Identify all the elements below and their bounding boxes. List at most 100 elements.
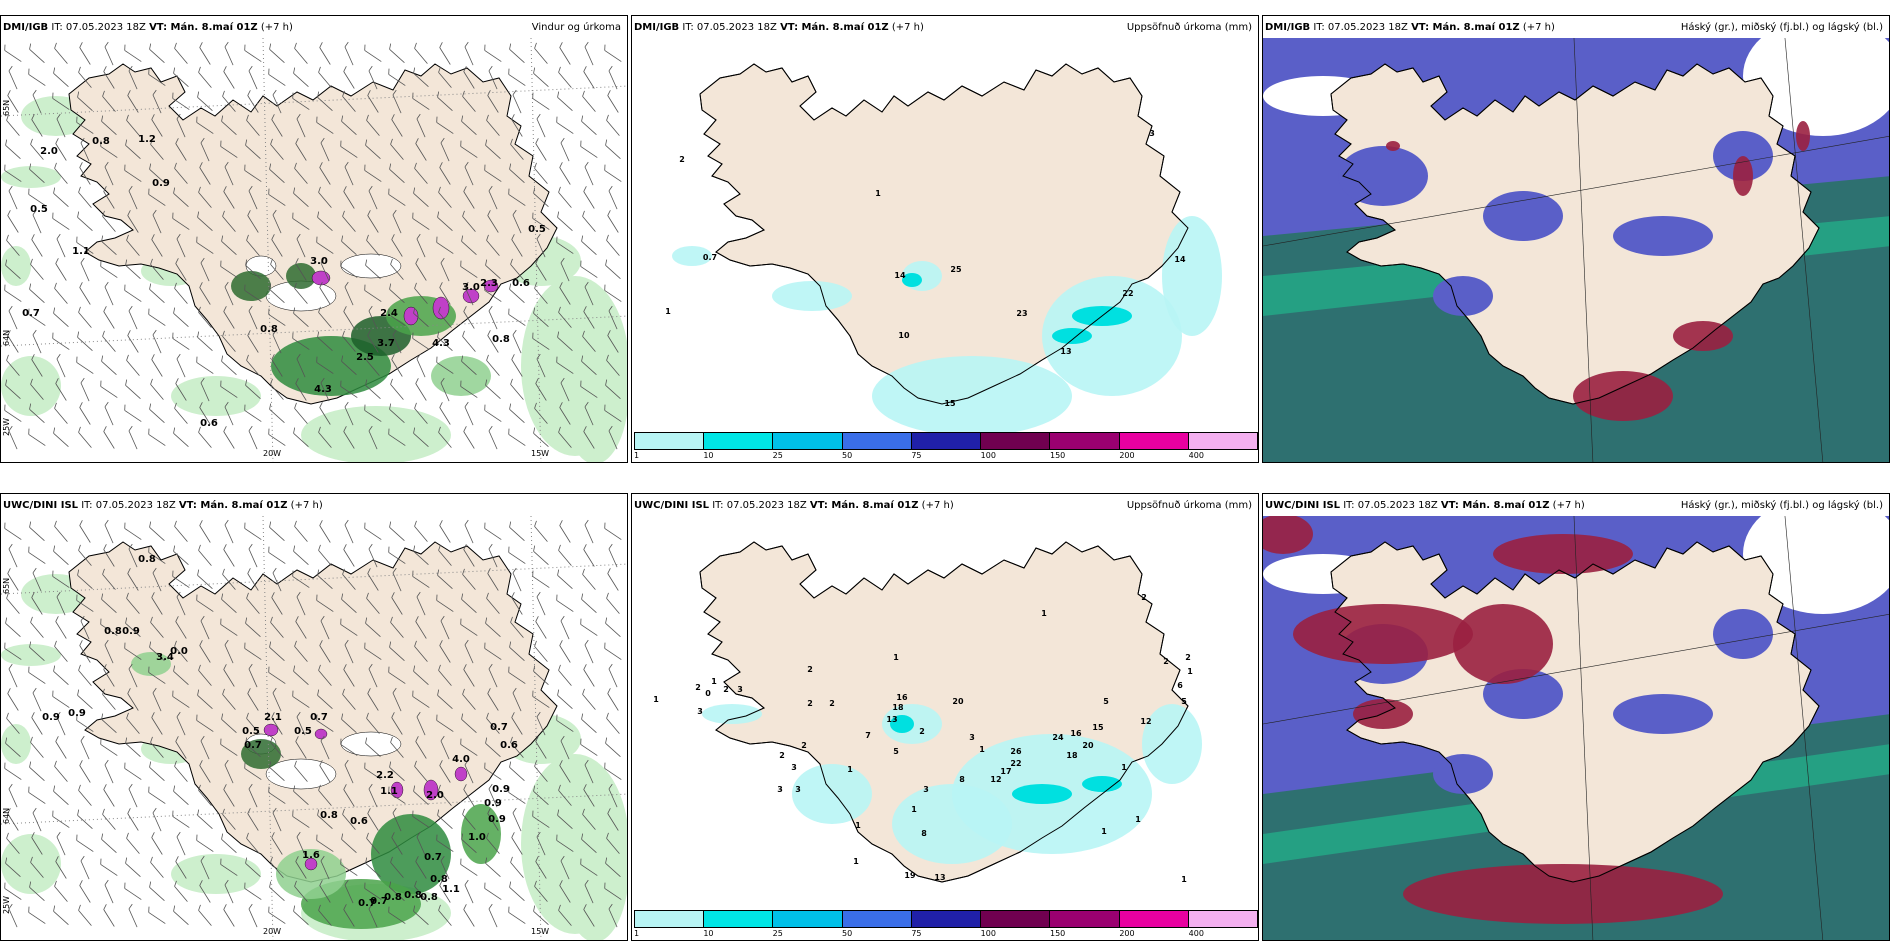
value-label: 0.9 bbox=[152, 178, 170, 189]
value-label: 3 bbox=[969, 733, 975, 742]
model-name: UWC/DINI ISL bbox=[1265, 500, 1341, 511]
value-label: 2.1 bbox=[264, 712, 282, 723]
axis-label: 64N bbox=[2, 330, 11, 346]
value-label: 3 bbox=[697, 707, 703, 716]
value-label: 2 bbox=[807, 699, 813, 708]
valid-time: VT: Mán. 8.maí 01Z bbox=[149, 22, 258, 33]
value-label: 17 bbox=[1000, 767, 1011, 776]
value-label: 1 bbox=[1135, 815, 1141, 824]
value-label: 16 bbox=[1070, 729, 1082, 738]
colorbar-swatch bbox=[911, 433, 982, 449]
value-label: 8 bbox=[959, 775, 965, 784]
value-label: 1 bbox=[847, 765, 853, 774]
colorbar-tick: 10 bbox=[703, 451, 714, 460]
value-label: 1.6 bbox=[302, 850, 320, 861]
lead-time: (+7 h) bbox=[287, 500, 323, 511]
value-label: 2 bbox=[695, 683, 701, 692]
value-label: 1.1 bbox=[442, 884, 460, 895]
model-name: UWC/DINI ISL bbox=[3, 500, 79, 511]
value-label: 1 bbox=[653, 695, 659, 704]
value-label: 0.8 bbox=[260, 324, 278, 335]
colorbar-swatch bbox=[1119, 911, 1189, 927]
value-label: 3.7 bbox=[377, 338, 395, 349]
colorbar-swatch bbox=[773, 433, 843, 449]
value-label: 1 bbox=[1187, 667, 1193, 676]
colorbar-tick: 1 bbox=[634, 451, 640, 460]
value-label: 2 bbox=[829, 699, 835, 708]
value-label: 2 bbox=[1185, 653, 1191, 662]
field-title: Háský (gr.), miðský (fj.bl.) og lágský (… bbox=[1680, 22, 1883, 33]
value-label: 2.0 bbox=[40, 146, 58, 157]
colorbar-tick: 150 bbox=[1050, 451, 1066, 460]
colorbar-tick: 75 bbox=[911, 451, 922, 460]
panel-header: UWC/DINI ISL IT: 07.05.2023 18Z VT: Mán.… bbox=[1, 494, 627, 516]
value-label: 15 bbox=[1092, 723, 1104, 732]
value-label: 0.8 bbox=[320, 810, 338, 821]
value-label: 0.8 bbox=[420, 892, 438, 903]
value-label: 0.7 bbox=[358, 898, 376, 909]
panel-title: DMI/IGB IT: 07.05.2023 18Z VT: Mán. 8.ma… bbox=[1265, 22, 1555, 33]
value-label: 1 bbox=[979, 745, 985, 754]
value-label: 0.8 bbox=[430, 874, 448, 885]
value-label: 1 bbox=[853, 857, 859, 866]
colorbar-tick: 50 bbox=[842, 451, 853, 460]
lead-time: (+7 h) bbox=[888, 22, 924, 33]
colorbar-tick: 25 bbox=[772, 929, 783, 938]
axis-label: 20W bbox=[263, 927, 281, 936]
colorbar-tick: 10 bbox=[703, 929, 714, 938]
value-label: 1 bbox=[665, 307, 671, 316]
value-label: 3.0 bbox=[462, 282, 480, 293]
colorbar-swatch bbox=[1119, 433, 1189, 449]
accum-precip-map-dmi: 2 1 3 0.7 14 25 1 10 23 14 22 13 15 1 10 25 50 75 100 150 20… bbox=[631, 15, 1259, 463]
value-label: 7 bbox=[865, 731, 871, 740]
value-label: 5 bbox=[1103, 697, 1109, 706]
colorbar-tick: 25 bbox=[772, 451, 783, 460]
colorbar-tick: 400 bbox=[1188, 929, 1204, 938]
init-time: IT: 07.05.2023 18Z bbox=[48, 22, 150, 33]
init-time: IT: 07.05.2023 18Z bbox=[679, 22, 781, 33]
value-label: 0.6 bbox=[200, 418, 218, 429]
axis-label: 25W bbox=[2, 418, 11, 436]
value-label: 2 bbox=[1163, 657, 1169, 666]
value-label: 0.9 bbox=[42, 712, 60, 723]
value-label: 12 bbox=[1140, 717, 1151, 726]
valid-time: VT: Mán. 8.maí 01Z bbox=[178, 500, 288, 511]
colorbar-tick: 100 bbox=[980, 451, 996, 460]
value-label: 0.9 bbox=[484, 798, 502, 809]
model-name: UWC/DINI ISL bbox=[634, 500, 710, 511]
axis-label: 64N bbox=[2, 808, 11, 824]
value-label: 1.1 bbox=[72, 246, 90, 257]
cloud-cover-map-uwc: UWC/DINI ISL IT: 07.05.2023 18Z VT: Mán.… bbox=[1262, 493, 1890, 941]
value-label: 0.8 bbox=[92, 136, 110, 147]
value-label: 20 bbox=[952, 697, 964, 706]
panel-title: DMI/IGB IT: 07.05.2023 18Z VT: Mán. 8.ma… bbox=[3, 22, 293, 33]
value-label: 0.5 bbox=[294, 726, 312, 737]
value-label: 4.3 bbox=[314, 384, 332, 395]
panel-title: UWC/DINI ISL IT: 07.05.2023 18Z VT: Mán.… bbox=[1265, 500, 1585, 511]
value-label: 0.8 bbox=[138, 554, 156, 565]
colorbar-tick: 100 bbox=[980, 929, 996, 938]
value-label: 2.4 bbox=[380, 308, 398, 319]
cloud-map-canvas bbox=[1263, 494, 1889, 940]
colorbar-swatch bbox=[635, 433, 705, 449]
value-label: 0.9 bbox=[68, 708, 86, 719]
value-label: 22 bbox=[1122, 289, 1133, 298]
value-label: 0.8 bbox=[404, 890, 422, 901]
colorbar-tick: 75 bbox=[911, 929, 922, 938]
value-label: 3 bbox=[777, 785, 783, 794]
value-label: 13 bbox=[934, 873, 945, 882]
init-time: IT: 07.05.2023 18Z bbox=[78, 500, 179, 511]
valid-time: VT: Mán. 8.maí 01Z bbox=[1440, 500, 1550, 511]
colorbar-swatch bbox=[1050, 433, 1120, 449]
lead-time: (+7 h) bbox=[1549, 500, 1585, 511]
value-label: 0.7 bbox=[310, 712, 328, 723]
model-name: DMI/IGB bbox=[3, 22, 49, 33]
panel-title: UWC/DINI ISL IT: 07.05.2023 18Z VT: Mán.… bbox=[634, 500, 954, 511]
value-label: 0.7 bbox=[703, 253, 717, 262]
value-label: 22 bbox=[1010, 759, 1021, 768]
init-time: IT: 07.05.2023 18Z bbox=[1310, 22, 1412, 33]
value-label: 0.8 bbox=[104, 626, 122, 637]
